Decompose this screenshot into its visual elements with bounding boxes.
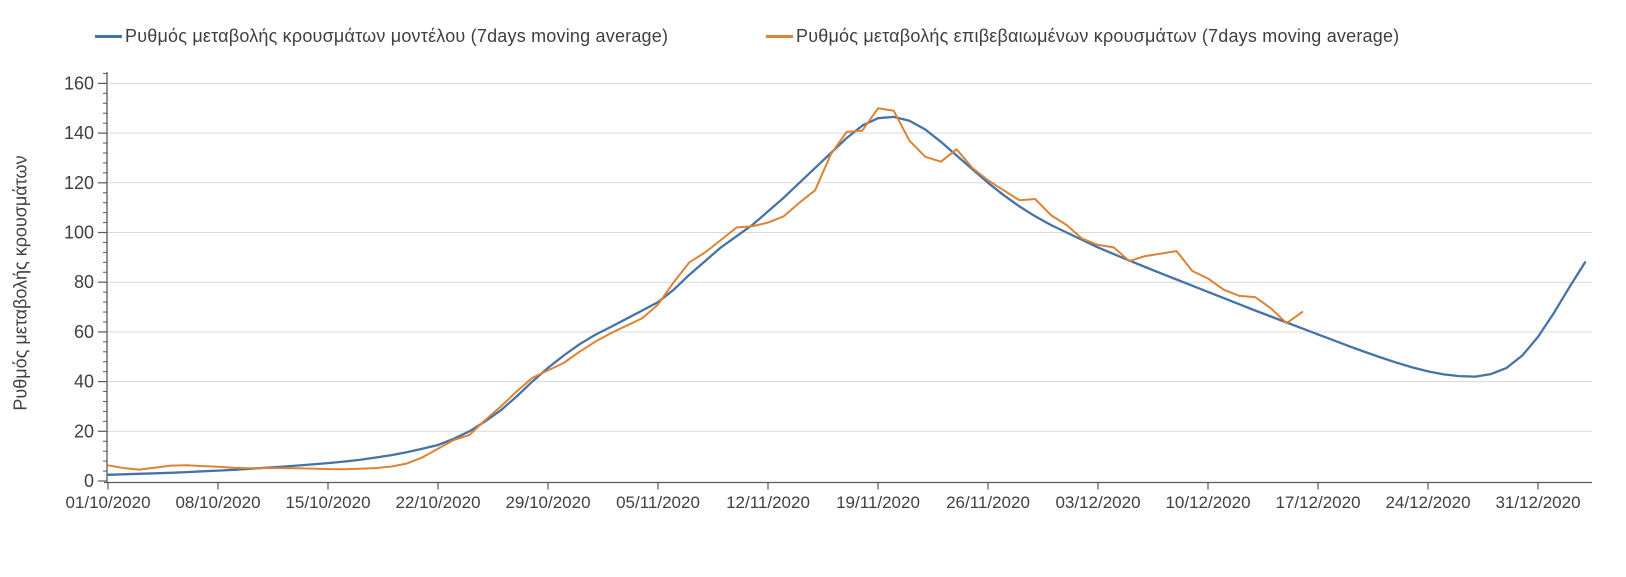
x-tick-label: 05/11/2020 (616, 493, 700, 512)
x-tick-labels: 01/10/2020 08/10/2020 15/10/2020 22/10/2020… (65, 482, 1581, 512)
x-tick-label: 15/10/2020 (285, 493, 370, 512)
legend-item-model: Ρυθμός μεταβολής κρουσμάτων μοντέλου (7d… (95, 26, 668, 47)
legend-label-confirmed: Ρυθμός μεταβολής επιβεβαιωμένων κρουσμάτ… (796, 26, 1400, 46)
y-tick-label: 160 (64, 73, 94, 93)
x-tick-label: 10/12/2020 (1165, 493, 1250, 512)
x-tick-label: 01/10/2020 (65, 493, 150, 512)
x-tick-label: 03/12/2020 (1055, 493, 1140, 512)
y-tick-labels: 0 20 40 60 80 100 120 140 160 (64, 73, 107, 491)
x-tick-label: 17/12/2020 (1275, 493, 1360, 512)
x-tick-label: 26/11/2020 (946, 493, 1030, 512)
x-tick-label: 29/10/2020 (505, 493, 590, 512)
y-tick-label: 120 (64, 173, 94, 193)
x-tick-label: 19/11/2020 (836, 493, 920, 512)
y-minor-ticks (103, 72, 107, 472)
legend-label-model: Ρυθμός μεταβολής κρουσμάτων μοντέλου (7d… (125, 26, 669, 46)
x-tick-label: 31/12/2020 (1495, 493, 1580, 512)
y-gridlines (107, 82, 1592, 432)
x-tick-label: 24/12/2020 (1385, 493, 1470, 512)
legend-line-swatch-confirmed (766, 35, 793, 38)
y-tick-label: 60 (74, 322, 94, 342)
x-tick-label: 22/10/2020 (395, 493, 480, 512)
y-tick-label: 0 (84, 471, 94, 491)
y-tick-label: 40 (74, 372, 94, 392)
y-tick-label: 80 (74, 272, 94, 292)
axes (104, 72, 1592, 484)
x-tick-label: 12/11/2020 (726, 493, 810, 512)
legend-line-swatch-model (95, 35, 122, 38)
series-confirmed-line (107, 107, 1304, 471)
y-tick-label: 140 (64, 123, 94, 143)
x-tick-label: 08/10/2020 (175, 493, 260, 512)
chart-legend: Ρυθμός μεταβολής κρουσμάτων μοντέλου (7d… (0, 0, 1626, 60)
y-tick-label: 20 (74, 421, 94, 441)
y-tick-label: 100 (64, 223, 94, 243)
series-model-line (106, 115, 1587, 476)
legend-item-confirmed: Ρυθμός μεταβολής επιβεβαιωμένων κρουσμάτ… (766, 26, 1399, 47)
